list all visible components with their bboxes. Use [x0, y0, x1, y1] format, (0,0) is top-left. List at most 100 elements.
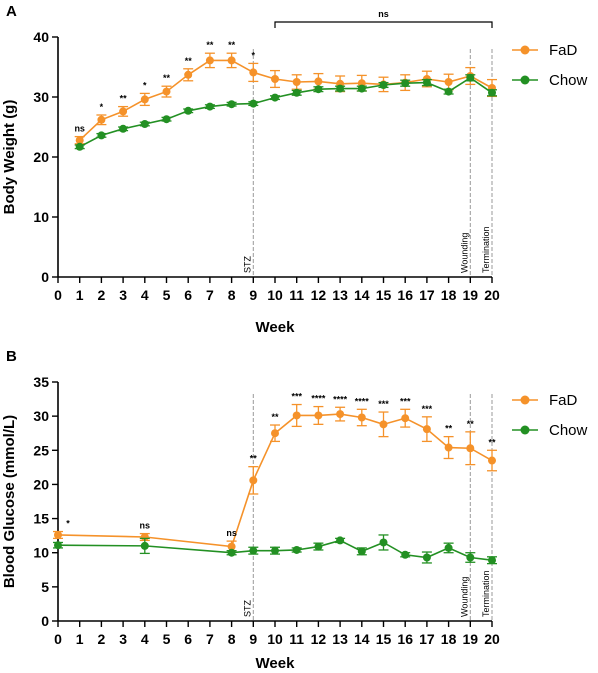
- significance-label: **: [445, 424, 453, 434]
- data-point-fad: [271, 429, 279, 438]
- data-point-chow: [379, 538, 388, 547]
- data-point-fad: [314, 411, 323, 420]
- data-point-chow: [379, 81, 388, 89]
- data-point-fad: [162, 87, 171, 96]
- data-point-chow: [271, 546, 279, 555]
- x-tick-label: 17: [419, 631, 435, 647]
- legend-label-chow: Chow: [549, 422, 588, 439]
- guide-label-stz: STZ: [242, 255, 252, 273]
- series-line-chow: [79, 76, 493, 148]
- data-point-chow: [227, 100, 236, 109]
- y-axis-title: Body Weight (g): [1, 100, 18, 215]
- y-tick-label: 20: [33, 476, 49, 492]
- x-tick-label: 15: [376, 631, 392, 647]
- x-tick-label: 2: [98, 631, 106, 647]
- x-tick-label: 4: [141, 631, 149, 647]
- x-tick-label: 5: [163, 287, 171, 303]
- data-point-chow: [422, 78, 431, 87]
- data-point-fad: [205, 56, 214, 65]
- x-tick-label: 13: [332, 631, 348, 647]
- data-point-chow: [249, 99, 258, 108]
- data-point-chow: [227, 548, 236, 557]
- data-point-fad: [97, 115, 106, 124]
- significance-bracket: [274, 21, 493, 28]
- data-point-chow: [357, 547, 366, 556]
- data-point-chow: [488, 88, 496, 97]
- significance-label: **: [206, 40, 214, 50]
- guide-label-wounding: Wounding: [459, 577, 469, 617]
- x-tick-label: 4: [141, 287, 149, 303]
- data-point-fad: [119, 107, 128, 116]
- x-tick-label: 5: [163, 631, 171, 647]
- x-tick-label: 8: [228, 631, 236, 647]
- x-tick-label: 20: [484, 287, 500, 303]
- significance-label: *: [252, 50, 256, 60]
- data-point-chow: [97, 131, 106, 140]
- x-tick-label: 16: [397, 631, 413, 647]
- x-tick-label: 12: [311, 287, 327, 303]
- x-tick-label: 6: [184, 287, 192, 303]
- significance-label: ***: [422, 404, 433, 414]
- x-tick-label: 8: [228, 287, 236, 303]
- significance-label: ****: [355, 396, 370, 406]
- x-tick-label: 7: [206, 631, 214, 647]
- data-point-chow: [444, 543, 453, 552]
- data-point-fad: [292, 411, 301, 420]
- legend-marker-chow: [520, 425, 530, 435]
- legend-marker-fad: [520, 45, 530, 55]
- significance-label: ***: [400, 396, 411, 406]
- x-tick-label: 12: [311, 631, 327, 647]
- x-tick-label: 13: [332, 287, 348, 303]
- data-point-fad: [292, 78, 301, 86]
- data-point-chow: [140, 541, 149, 550]
- data-point-fad: [379, 420, 388, 429]
- x-tick-label: 1: [76, 287, 84, 303]
- x-tick-label: 1: [76, 631, 84, 647]
- data-point-chow: [54, 541, 62, 550]
- y-tick-label: 0: [41, 269, 49, 285]
- x-tick-label: 14: [354, 631, 370, 647]
- data-point-chow: [205, 102, 214, 111]
- data-point-chow: [314, 542, 323, 551]
- data-point-chow: [444, 87, 453, 96]
- x-tick-label: 10: [267, 287, 283, 303]
- data-point-chow: [119, 124, 128, 133]
- significance-label: ns: [74, 124, 85, 134]
- data-point-fad: [54, 530, 62, 539]
- data-point-fad: [249, 476, 258, 485]
- x-tick-label: 19: [463, 631, 479, 647]
- data-point-chow: [314, 85, 323, 94]
- x-tick-label: 3: [119, 287, 127, 303]
- significance-label: **: [185, 56, 193, 66]
- data-point-fad: [336, 410, 345, 419]
- data-point-fad: [271, 75, 279, 83]
- data-point-chow: [292, 88, 301, 97]
- data-point-fad: [227, 56, 236, 65]
- significance-label: ***: [291, 392, 302, 402]
- legend-label-fad: FaD: [549, 392, 578, 409]
- legend-marker-chow: [520, 75, 530, 85]
- data-point-chow: [336, 84, 345, 93]
- y-tick-label: 20: [33, 149, 49, 165]
- significance-label: **: [250, 454, 258, 464]
- significance-label: **: [271, 412, 279, 422]
- data-point-chow: [422, 553, 431, 562]
- data-point-chow: [466, 73, 475, 82]
- data-point-fad: [227, 542, 236, 551]
- data-point-chow: [184, 106, 193, 115]
- y-tick-label: 40: [33, 29, 49, 45]
- data-point-chow: [466, 553, 475, 562]
- data-point-fad: [444, 78, 453, 86]
- significance-label: ***: [378, 399, 389, 409]
- data-point-chow: [357, 84, 366, 93]
- panel-letter: B: [6, 348, 17, 365]
- data-point-fad: [444, 443, 453, 452]
- y-tick-label: 10: [33, 545, 49, 561]
- x-tick-label: 17: [419, 287, 435, 303]
- significance-label: *: [66, 519, 70, 529]
- legend-label-fad: FaD: [549, 42, 578, 59]
- panel-letter: A: [6, 3, 17, 20]
